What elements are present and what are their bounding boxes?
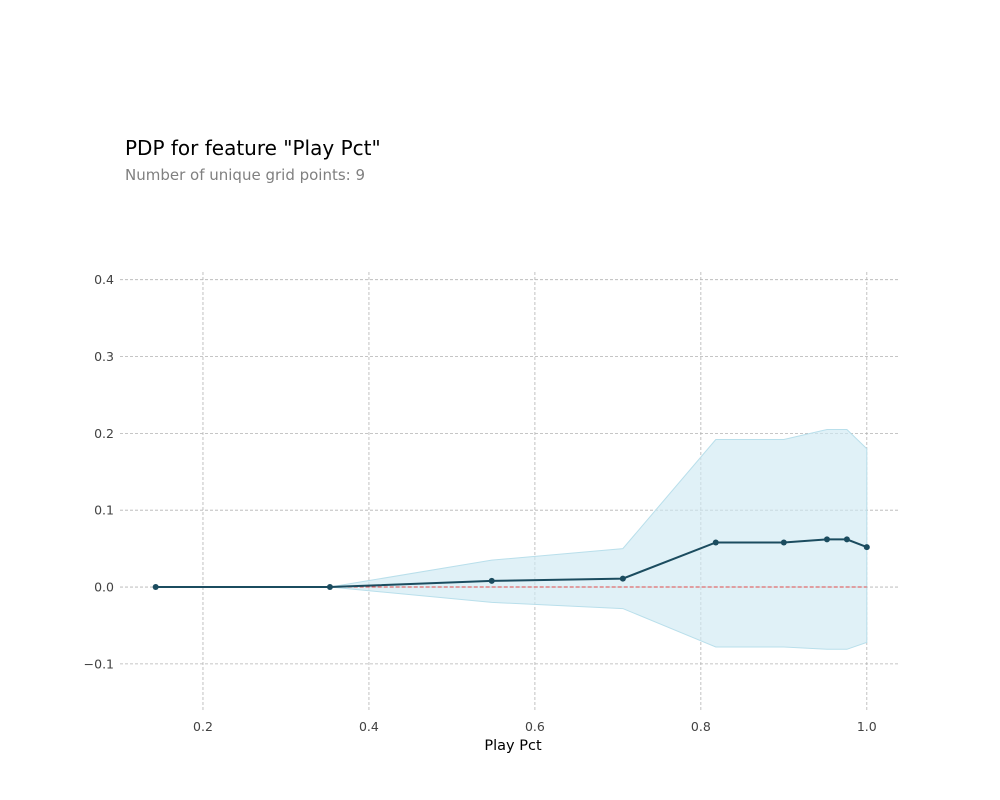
y-tick-label: 0.0 — [94, 580, 114, 595]
data-point — [712, 539, 719, 546]
data-point — [823, 536, 830, 543]
x-tick-labels: 0.2 0.4 0.6 0.8 1.0 — [193, 719, 877, 734]
data-point — [843, 536, 850, 543]
x-tick-label: 0.2 — [193, 719, 213, 734]
data-point — [326, 584, 333, 591]
y-tick-label: −0.1 — [84, 656, 114, 671]
data-point — [152, 584, 159, 591]
x-axis-label: Play Pct — [484, 738, 542, 754]
x-tick-label: 0.4 — [359, 719, 379, 734]
data-point — [863, 544, 870, 551]
x-tick-label: 0.6 — [525, 719, 545, 734]
chart-subtitle: Number of unique grid points: 9 — [125, 166, 366, 184]
x-tick-label: 0.8 — [691, 719, 711, 734]
chart-title: PDP for feature "Play Pct" — [125, 136, 381, 160]
y-tick-label: 0.3 — [94, 349, 114, 364]
y-tick-label: 0.4 — [94, 272, 114, 287]
data-point — [780, 539, 787, 546]
y-tick-label: 0.1 — [94, 503, 114, 518]
data-point — [488, 577, 495, 584]
y-tick-labels: −0.1 0.0 0.1 0.2 0.3 0.4 — [84, 272, 114, 671]
y-tick-label: 0.2 — [94, 426, 114, 441]
x-tick-label: 1.0 — [857, 719, 877, 734]
data-point — [619, 575, 626, 582]
confidence-band — [155, 429, 868, 650]
pdp-points — [152, 536, 870, 591]
